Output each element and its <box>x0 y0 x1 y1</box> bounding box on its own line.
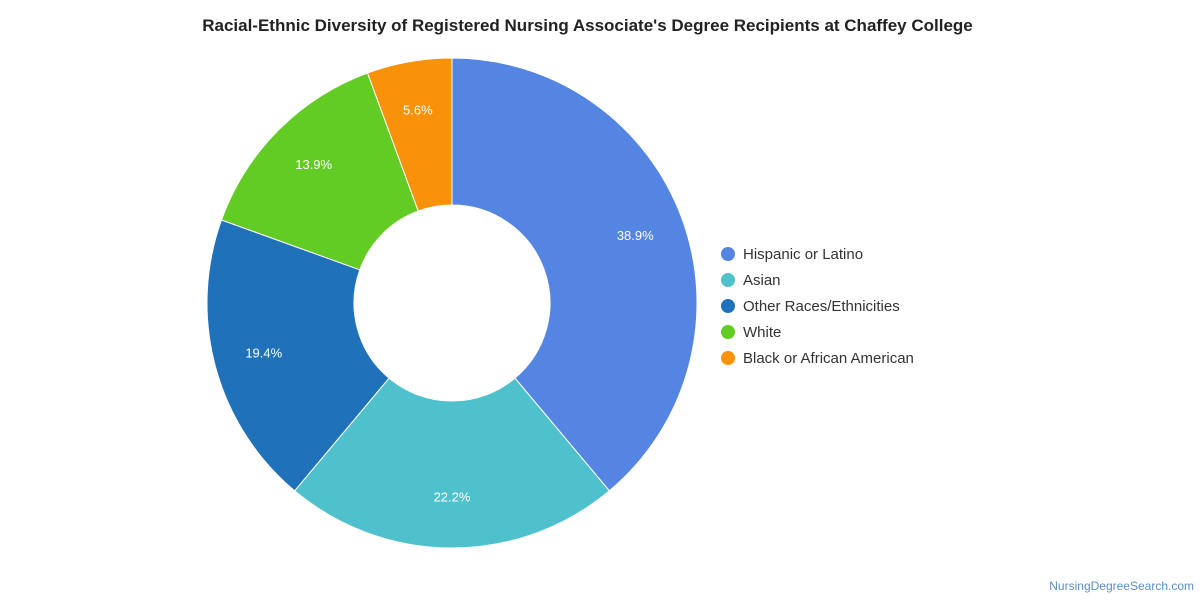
legend-swatch <box>721 247 735 261</box>
slice-white[interactable] <box>220 72 419 271</box>
slice-label-hispanic-or-latino: 38.9% <box>617 228 654 243</box>
slice-hispanic-or-latino[interactable] <box>451 57 698 492</box>
chart-legend: Hispanic or Latino Asian Other Races/Eth… <box>721 241 914 371</box>
legend-label: Other Races/Ethnicities <box>743 297 900 315</box>
slice-asian[interactable] <box>293 377 611 549</box>
slice-other-races-ethnicities[interactable] <box>206 219 390 492</box>
slice-label-black-or-african-american: 5.6% <box>403 102 433 117</box>
legend-label: White <box>743 323 782 341</box>
legend-item-asian[interactable]: Asian <box>721 267 914 293</box>
chart-title: Racial-Ethnic Diversity of Registered Nu… <box>202 16 973 35</box>
legend-item-black-or-african-american[interactable]: Black or African American <box>721 345 914 371</box>
legend-label: Asian <box>743 271 781 289</box>
legend-label: Black or African American <box>743 349 914 367</box>
slice-label-other-races-ethnicities: 19.4% <box>245 345 282 360</box>
legend-swatch <box>721 325 735 339</box>
source-credit-link[interactable]: NursingDegreeSearch.com <box>1049 579 1194 593</box>
slice-black-or-african-american[interactable] <box>366 57 453 212</box>
legend-swatch <box>721 273 735 287</box>
legend-label: Hispanic or Latino <box>743 245 864 263</box>
slice-label-asian: 22.2% <box>434 489 471 504</box>
legend-item-white[interactable]: White <box>721 319 914 345</box>
legend-item-other-races[interactable]: Other Races/Ethnicities <box>721 293 914 319</box>
slice-label-white: 13.9% <box>295 157 332 172</box>
legend-swatch <box>721 351 735 365</box>
legend-swatch <box>721 299 735 313</box>
legend-item-hispanic-or-latino[interactable]: Hispanic or Latino <box>721 241 914 267</box>
